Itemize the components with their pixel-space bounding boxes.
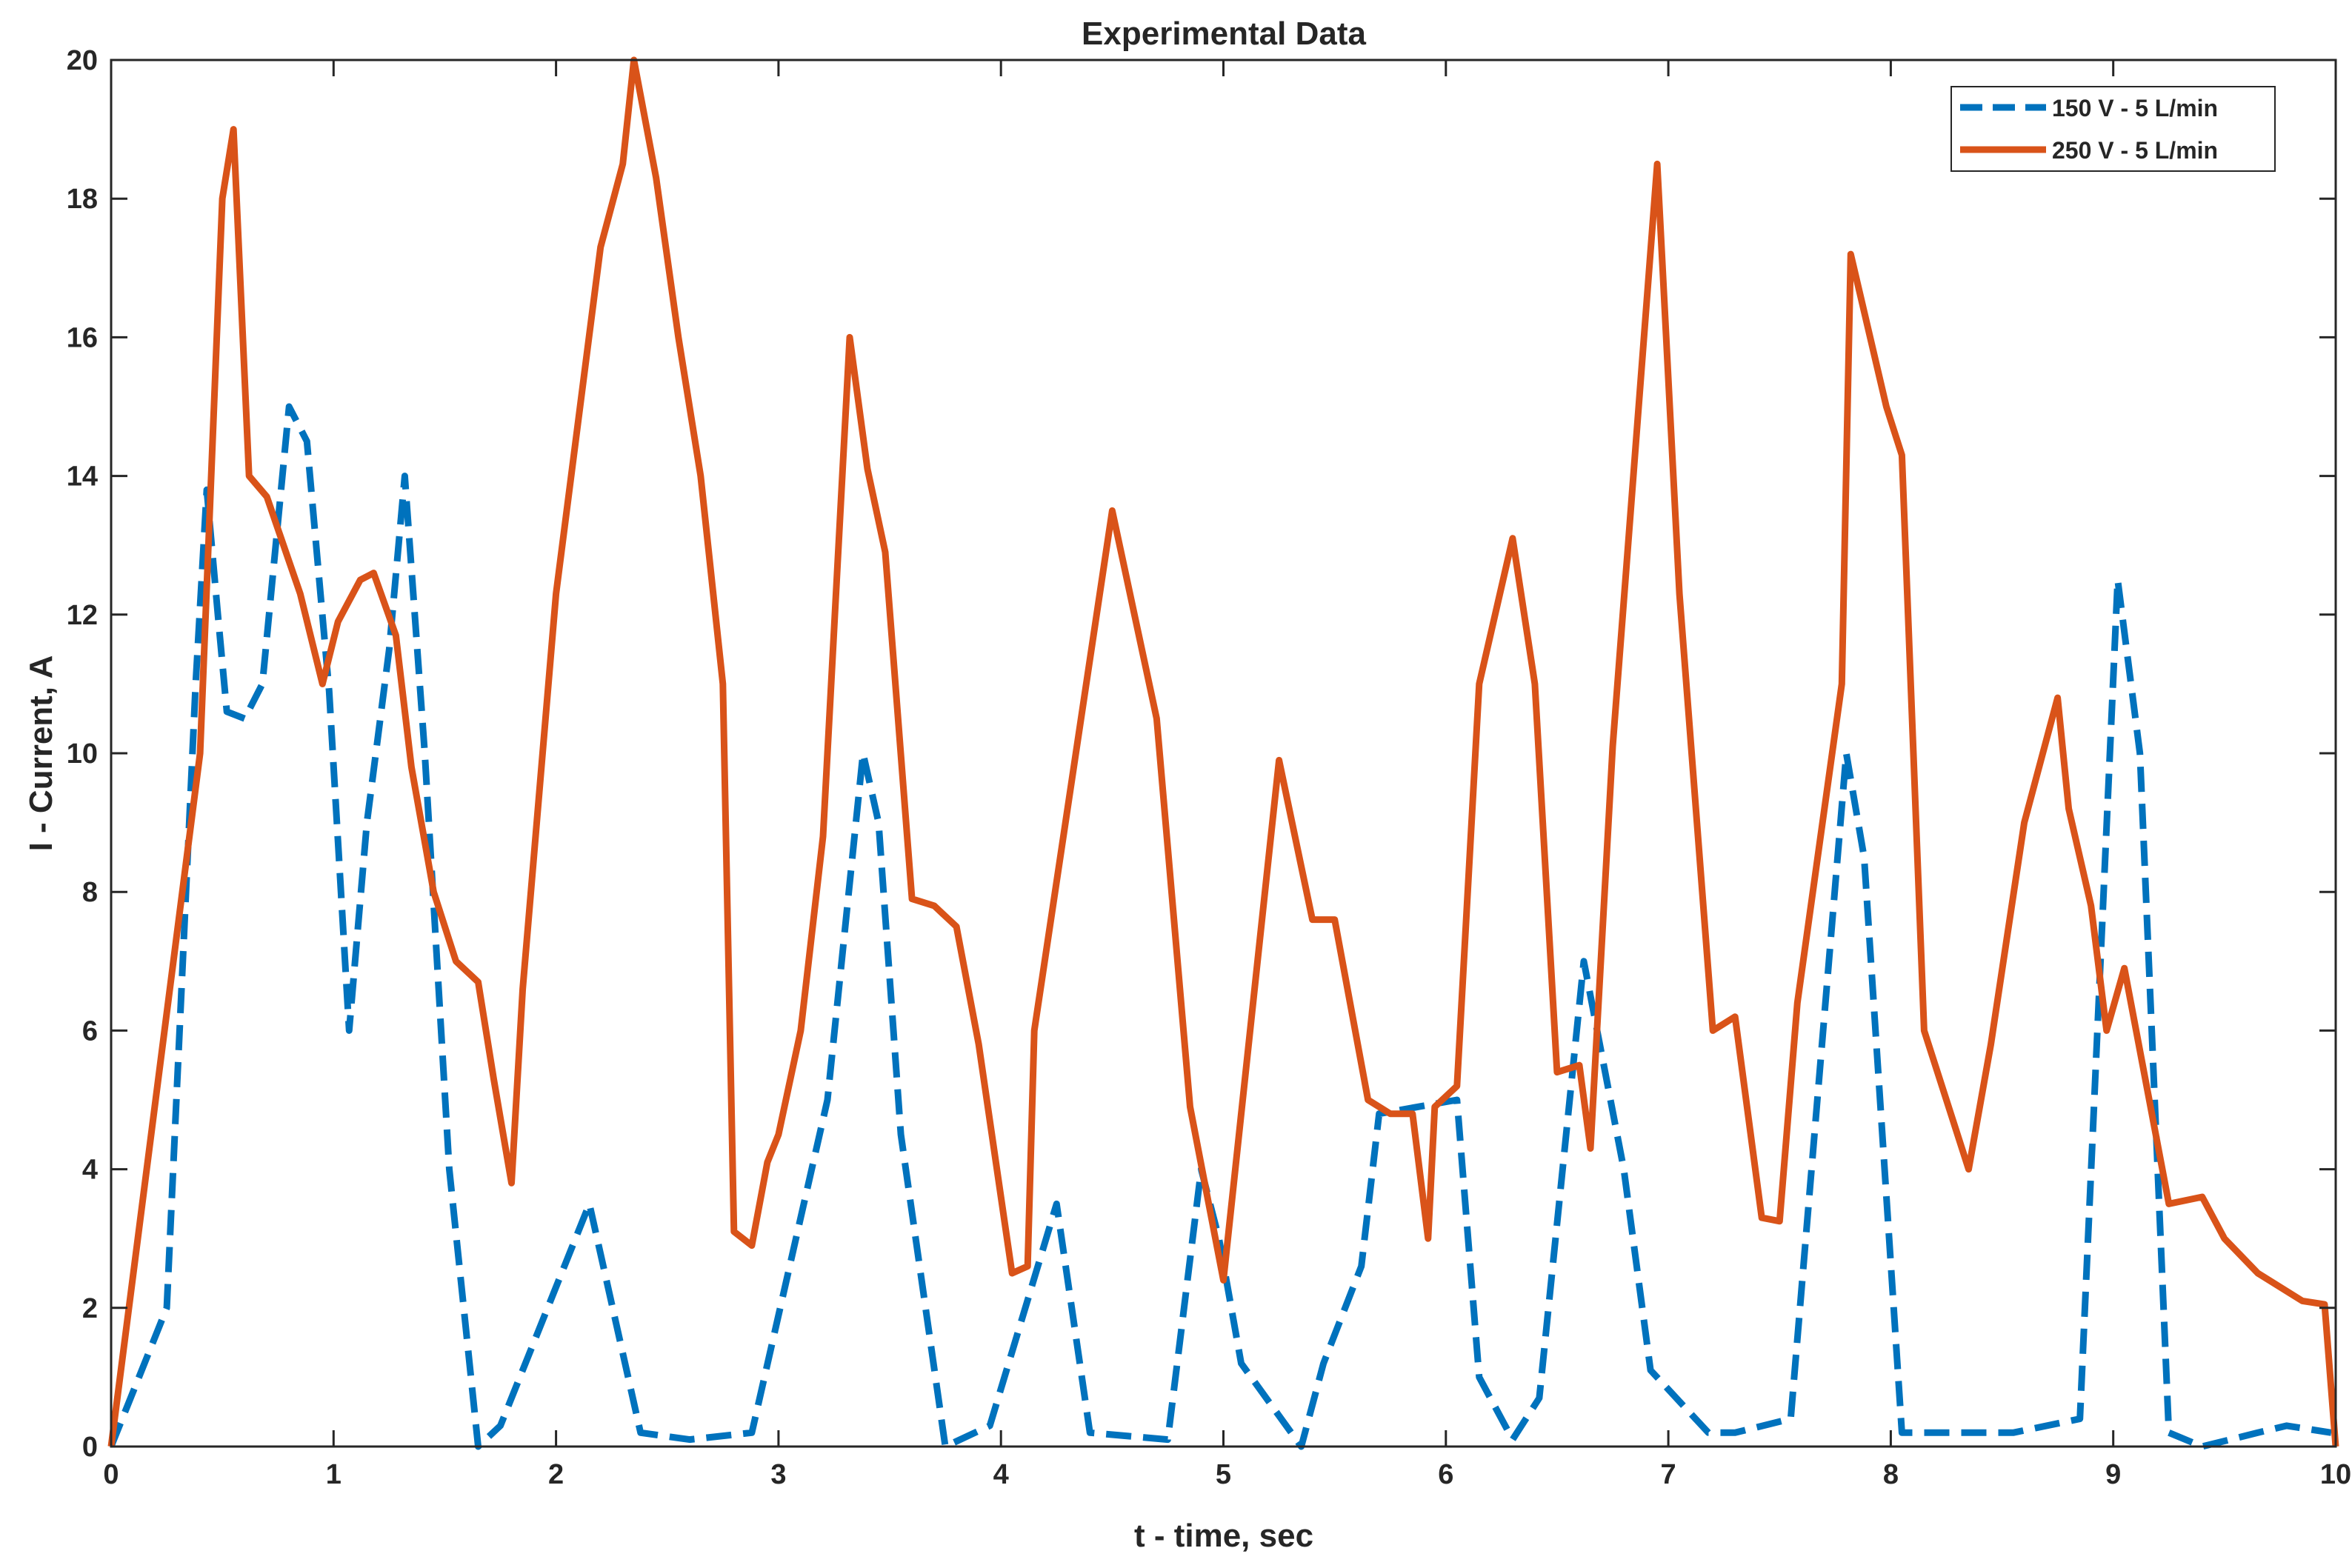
x-axis-label: t - time, sec <box>1134 1518 1313 1554</box>
x-tick-label: 5 <box>1216 1459 1231 1490</box>
x-tick-label: 3 <box>770 1459 786 1490</box>
legend: 150 V - 5 L/min 250 V - 5 L/min <box>1950 86 2276 172</box>
y-tick-label: 10 <box>67 738 98 770</box>
legend-entry-250v: 250 V - 5 L/min <box>2052 137 2218 164</box>
y-tick-label: 2 <box>82 1293 98 1324</box>
legend-entry-150v: 150 V - 5 L/min <box>2052 95 2218 121</box>
y-tick-label: 20 <box>67 45 98 76</box>
y-axis-label: I - Current, A <box>23 655 59 852</box>
x-tick-label: 0 <box>103 1459 119 1490</box>
x-tick-label: 9 <box>2105 1459 2121 1490</box>
x-tick-label: 1 <box>326 1459 342 1490</box>
y-tick-label: 8 <box>82 877 98 908</box>
y-tick-label: 12 <box>67 600 98 631</box>
y-tick-label: 18 <box>67 184 98 215</box>
x-tick-label: 8 <box>1883 1459 1899 1490</box>
series-line-150v <box>107 403 2332 1450</box>
legend-box <box>1950 86 2276 172</box>
y-tick-label: 0 <box>82 1432 98 1463</box>
series-layer <box>107 56 2339 1450</box>
y-tick-label: 16 <box>67 322 98 353</box>
x-tick-label: 2 <box>548 1459 564 1490</box>
x-tick-label: 10 <box>2320 1459 2351 1490</box>
y-tick-label: 6 <box>82 1015 98 1047</box>
x-tick-label: 4 <box>993 1459 1009 1490</box>
series-line-250v <box>107 56 2339 1447</box>
x-tick-label: 6 <box>1438 1459 1453 1490</box>
y-tick-label: 4 <box>82 1155 98 1186</box>
chart-title: Experimental Data <box>1082 16 1366 52</box>
x-tick-label: 7 <box>1661 1459 1676 1490</box>
y-tick-label: 14 <box>67 461 98 493</box>
